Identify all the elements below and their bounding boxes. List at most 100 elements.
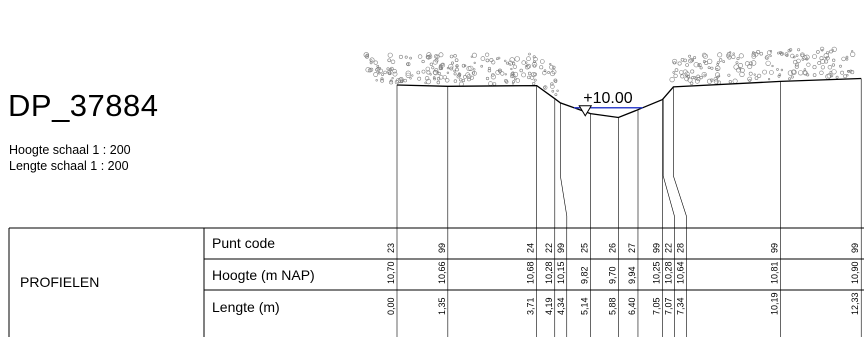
vegetation-dot xyxy=(792,59,798,65)
vegetation-dot xyxy=(543,69,547,72)
water-level-label: +10.00 xyxy=(583,90,632,107)
vegetation-dot xyxy=(514,56,520,62)
vegetation-dot xyxy=(466,66,472,72)
vegetation-dot xyxy=(701,52,707,58)
vegetation-dot xyxy=(790,53,795,59)
vegetation-dot xyxy=(769,54,772,58)
vegetation-dot xyxy=(376,64,380,68)
vegetation-dot xyxy=(672,61,676,65)
vegetation-dot xyxy=(431,66,435,70)
vegetation-dot xyxy=(722,60,726,63)
station-hoogte-value: 10,28 xyxy=(663,261,673,284)
vegetation-dot xyxy=(738,53,744,59)
vegetation-dot xyxy=(532,81,536,86)
vegetation-dot xyxy=(794,64,799,69)
vegetation-dot xyxy=(513,77,517,81)
vegetation-dot xyxy=(521,60,526,65)
vegetation-dot xyxy=(378,67,382,70)
vegetation-dot xyxy=(806,73,810,77)
vegetation-dot xyxy=(531,61,538,68)
vegetation-dot xyxy=(851,50,854,53)
vegetation-dot xyxy=(480,64,484,68)
vegetation-dot xyxy=(461,78,466,83)
vegetation-dot xyxy=(806,62,811,67)
vegetation-dot xyxy=(471,52,477,58)
station-code-value: 27 xyxy=(627,243,637,253)
vegetation-dot xyxy=(762,69,767,75)
vegetation-dot xyxy=(485,52,490,57)
vegetation-dot xyxy=(504,59,507,63)
vegetation-dot xyxy=(738,63,743,68)
vegetation-dot xyxy=(426,70,431,75)
vegetation-dot xyxy=(797,48,801,52)
station-hoogte-value: 9,82 xyxy=(580,266,590,284)
vegetation-dot xyxy=(845,57,849,61)
vegetation-dot xyxy=(421,59,425,64)
vegetation-dot xyxy=(519,68,523,73)
vegetation-dot xyxy=(759,51,764,56)
vegetation-dot xyxy=(424,81,427,85)
vegetation-dot xyxy=(387,70,392,75)
vegetation-dot xyxy=(733,64,739,70)
vegetation-dot xyxy=(387,58,392,63)
station-code-value: 99 xyxy=(770,243,780,253)
vegetation-dot xyxy=(767,77,771,81)
vegetation-dot xyxy=(461,63,466,68)
vegetation-dot xyxy=(750,60,757,66)
station-lengte-value: 7,34 xyxy=(675,297,685,315)
vegetation-dot xyxy=(438,52,444,58)
data-table xyxy=(8,227,864,337)
vegetation-dot xyxy=(433,70,439,76)
vegetation-dot xyxy=(446,71,450,75)
vegetation-dot xyxy=(829,49,833,54)
vegetation-hatch xyxy=(363,46,856,97)
station-values: 23 10,70 0,00 99 10,66 1,35 24 10,68 3,71 22 10,28… xyxy=(386,243,860,315)
station-hoogte-value: 9,70 xyxy=(607,266,617,284)
vegetation-dot xyxy=(713,76,718,82)
vegetation-dot xyxy=(438,65,443,70)
vegetation-dot xyxy=(525,61,528,64)
vegetation-dot xyxy=(375,79,378,82)
vegetation-dot xyxy=(440,62,446,68)
vegetation-dot xyxy=(527,71,532,76)
vegetation-dot xyxy=(696,77,701,82)
vegetation-dot xyxy=(473,61,476,65)
vegetation-dot xyxy=(764,56,768,60)
vegetation-dot xyxy=(803,70,808,76)
vegetation-dot xyxy=(421,69,426,74)
vegetation-dot xyxy=(512,71,519,78)
vegetation-dot xyxy=(816,50,820,54)
station-code-value: 99 xyxy=(437,243,447,253)
vegetation-dot xyxy=(693,56,697,60)
vegetation-dot xyxy=(363,52,369,58)
vegetation-dot xyxy=(525,64,529,68)
station-lengte-value: 7,07 xyxy=(663,297,673,315)
station-hoogte-value: 10,64 xyxy=(675,261,685,284)
station-code-value: 24 xyxy=(526,243,536,253)
vegetation-dot xyxy=(825,51,830,55)
vegetation-dot xyxy=(550,84,555,89)
station-code-value: 23 xyxy=(386,243,396,253)
vegetation-dot xyxy=(754,76,759,80)
vegetation-dot xyxy=(409,77,412,80)
vegetation-dot xyxy=(771,64,774,68)
vegetation-dot xyxy=(556,89,559,93)
vegetation-dot xyxy=(469,75,474,80)
vegetation-dot xyxy=(787,70,794,76)
drawing-title: DP_37884 xyxy=(8,88,159,123)
vegetation-dot xyxy=(392,71,398,77)
vegetation-dot xyxy=(425,66,430,72)
vegetation-dot xyxy=(680,57,685,62)
vegetation-dot xyxy=(702,53,708,59)
vegetation-dot xyxy=(440,67,444,70)
vegetation-dot xyxy=(381,73,384,77)
vegetation-dot xyxy=(702,60,706,64)
vegetation-dot xyxy=(533,56,538,62)
vegetation-dot xyxy=(542,70,547,76)
vegetation-dot xyxy=(835,75,839,79)
row-label-hoogte: Hoogte (m NAP) xyxy=(212,267,315,283)
vegetation-dot xyxy=(847,70,851,73)
vegetation-dot xyxy=(812,54,817,59)
vegetation-dot xyxy=(438,74,444,80)
